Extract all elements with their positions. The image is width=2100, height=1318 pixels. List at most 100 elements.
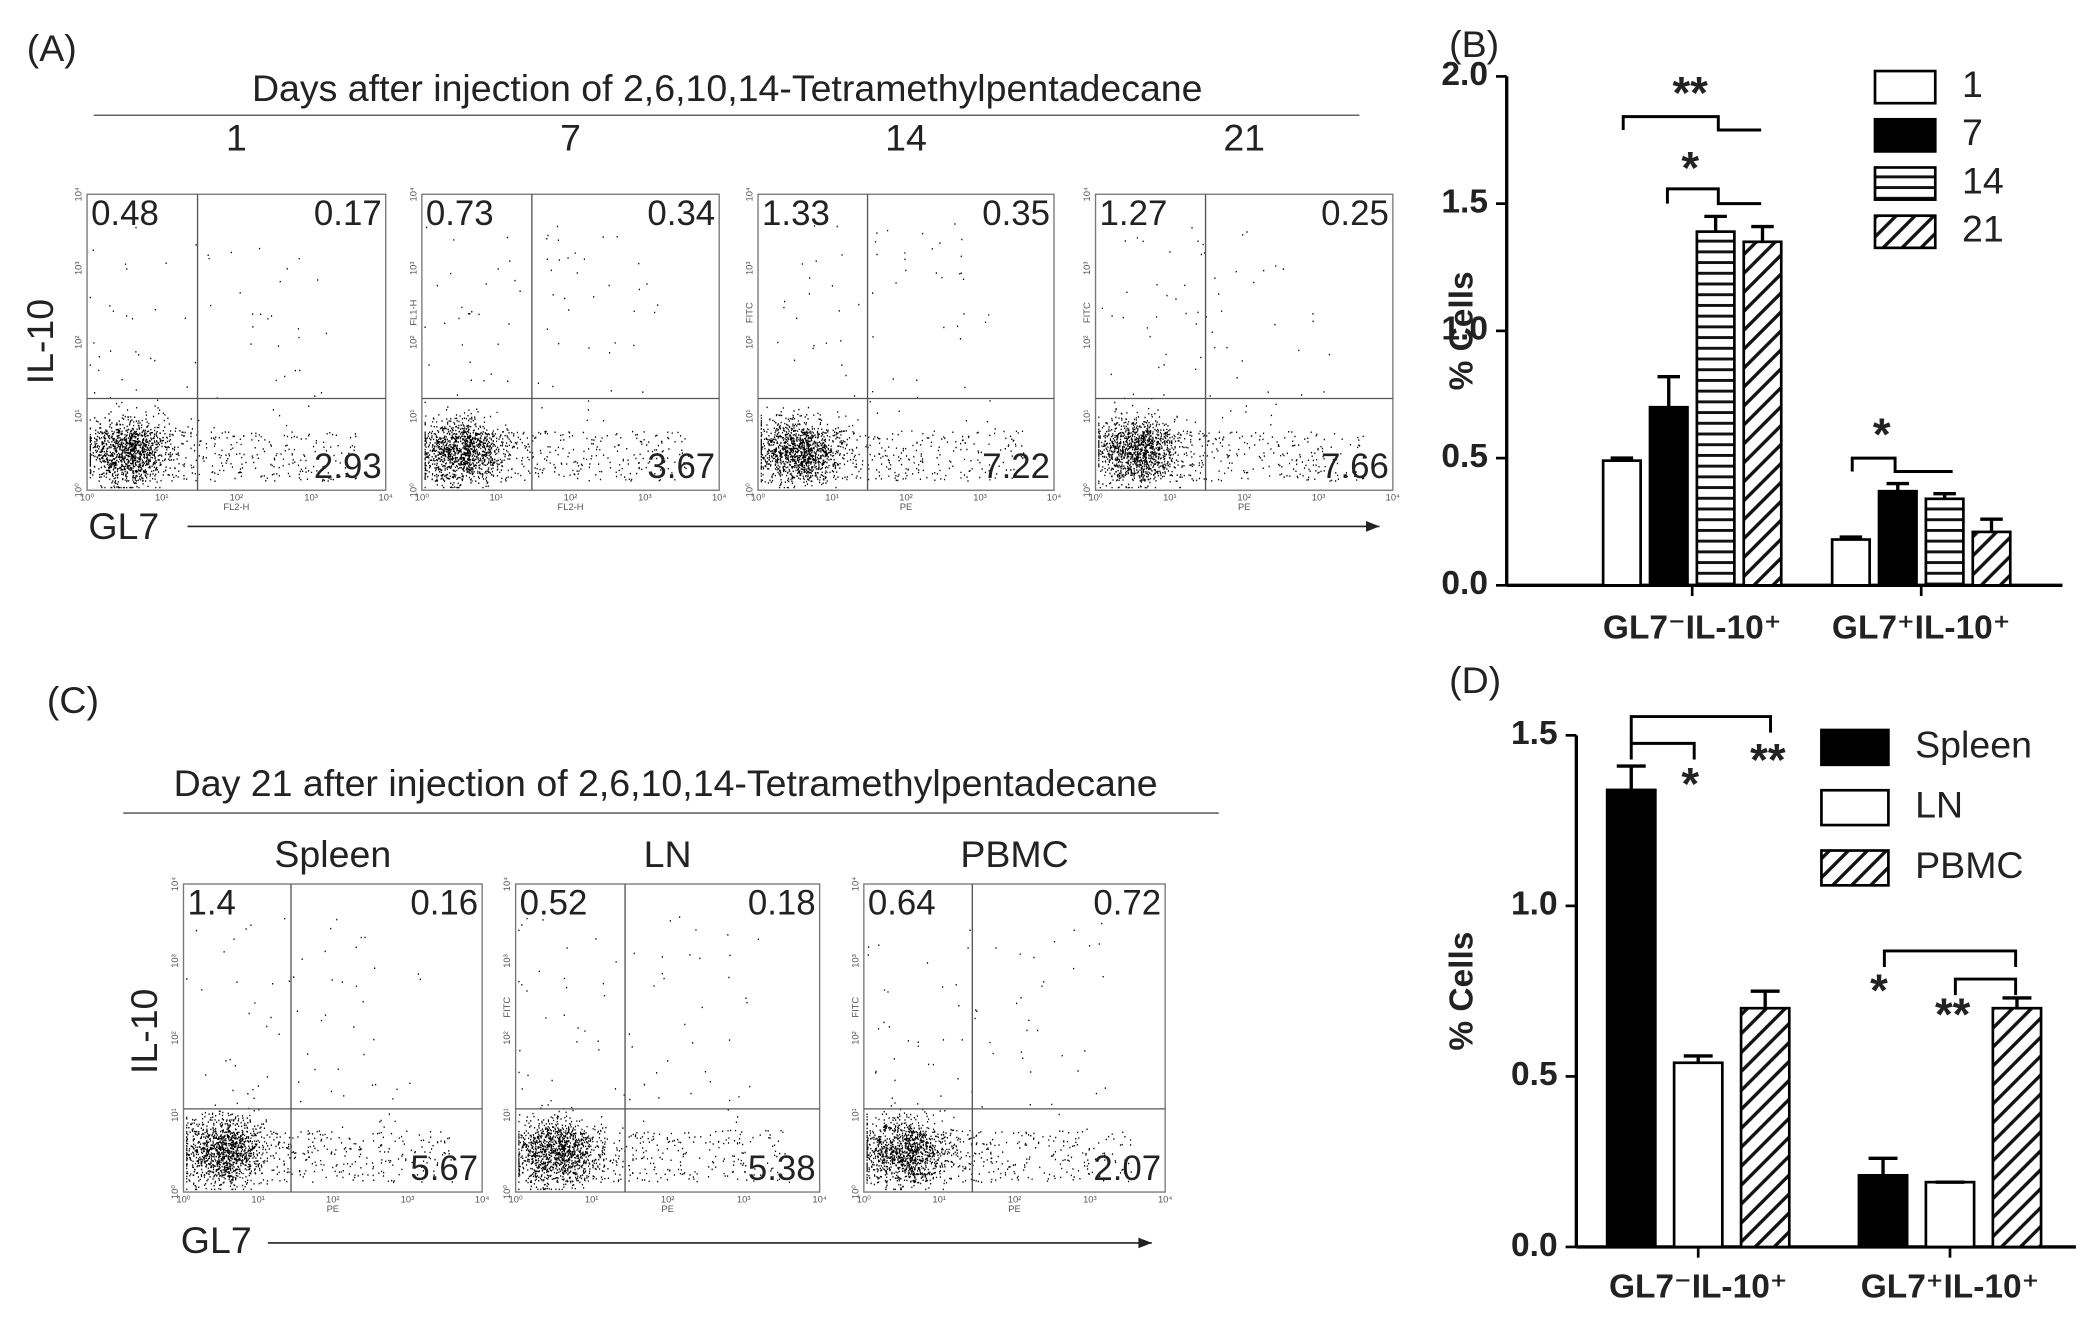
significance-mark: **	[1750, 734, 1786, 785]
error-bar	[1610, 456, 1634, 461]
significance-bracket	[1850, 456, 1953, 473]
events	[866, 922, 1135, 1191]
x-decade-label: 10⁴	[1158, 1195, 1172, 1205]
x-decade-label: 10³	[401, 1195, 415, 1205]
y-decade-label: 10¹	[408, 409, 418, 423]
y-decade-label: 10⁰	[408, 483, 418, 497]
y-decade-label: 10⁰	[502, 1185, 512, 1199]
y-decade-label: 10²	[1082, 335, 1092, 349]
quadrant-value: 0.52	[520, 884, 588, 923]
x-decade-label: 10⁰	[509, 1195, 523, 1205]
legend-swatch	[1820, 788, 1890, 827]
x-tick-label: GL7⁻IL-10⁺	[1603, 609, 1782, 646]
legend-label: PBMC	[1915, 844, 2023, 886]
y-tick-label: 2.0	[1441, 56, 1488, 93]
error-bar	[2002, 996, 2032, 1009]
y-decade-label: 10⁰	[744, 483, 754, 497]
quadrant-value: 1.4	[188, 884, 236, 923]
y-decade-label: 10¹	[73, 409, 83, 423]
x-decade-label: 10⁴	[1047, 493, 1061, 503]
events	[186, 917, 453, 1191]
plot-frame	[1094, 193, 1394, 491]
y-axis-label: % Cells	[1444, 932, 1481, 1051]
quadrant-value: 0.16	[410, 884, 478, 923]
plot-frame	[421, 193, 720, 491]
significance-bracket	[1621, 115, 1762, 132]
quadrant-value: 7.22	[982, 447, 1050, 486]
x-decade-label: 10¹	[251, 1195, 265, 1205]
x-decade-label: 10²	[899, 493, 913, 503]
x-channel-name: PE	[1008, 1204, 1020, 1214]
x-decade-label: 10⁰	[857, 1195, 871, 1205]
x-decade-label: 10³	[304, 493, 318, 503]
y-tick-label: 0.5	[1441, 438, 1488, 475]
y-decade-label: 10³	[744, 261, 754, 275]
quadrant-value: 0.18	[748, 884, 816, 923]
quadrant-value: 0.17	[314, 194, 382, 233]
quadrant-value: 0.34	[647, 194, 715, 233]
y-tick-label: 1.5	[1511, 715, 1558, 752]
plot-frame	[182, 883, 483, 1193]
y-decade-label: 10³	[1082, 261, 1092, 275]
bar	[1924, 1180, 1976, 1249]
y-decade-label: 10⁴	[408, 187, 418, 201]
x-decade-label: 10³	[1312, 493, 1326, 503]
y-decade-label: 10²	[73, 335, 83, 349]
y-decade-label: 10⁰	[1082, 483, 1092, 497]
error-bar	[1933, 492, 1956, 499]
y-tick-label: 0.0	[1441, 565, 1488, 602]
bar	[1739, 1006, 1791, 1249]
y-tick-label: 1.0	[1511, 886, 1558, 923]
x-decade-label: 10⁰	[751, 493, 765, 503]
column-label: 21	[1223, 117, 1265, 159]
significance-mark: *	[1681, 759, 1699, 810]
y-decade-label: 10³	[850, 954, 860, 968]
x-decade-label: 10²	[326, 1195, 340, 1205]
column-label: LN	[644, 833, 692, 875]
plot-frame	[757, 193, 1055, 491]
y-decade-label: 10²	[502, 1031, 512, 1045]
quadrant-value: 0.35	[982, 194, 1050, 233]
quadrant-value: 0.72	[1093, 884, 1161, 923]
bar	[1695, 230, 1736, 587]
significance-bracket	[1629, 715, 1773, 744]
y-decade-label: 10²	[170, 1031, 180, 1045]
x-channel-name: FL2-H	[223, 502, 249, 512]
events	[1098, 227, 1365, 489]
significance-mark: **	[1672, 68, 1708, 119]
legend-swatch	[1820, 728, 1890, 767]
bar	[1991, 1006, 2043, 1249]
bar	[1672, 1061, 1724, 1249]
x-decade-label: 10³	[973, 493, 987, 503]
y-decade-label: 10⁴	[73, 187, 83, 201]
x-decade-label: 10⁰	[80, 493, 94, 503]
x-decade-label: 10⁴	[812, 1195, 826, 1205]
quadrant-value: 0.64	[868, 884, 936, 923]
quadrant-value: 2.93	[314, 447, 382, 486]
error-bar	[1750, 989, 1780, 1009]
quadrant-value: 0.25	[1321, 194, 1389, 233]
panel-label: (C)	[47, 679, 99, 721]
y-decade-label: 10⁴	[850, 877, 860, 891]
x-decade-label: 10²	[230, 493, 244, 503]
legend-label: 1	[1962, 63, 1983, 105]
legend-label: 14	[1962, 159, 2004, 201]
y-decade-label: 10¹	[502, 1108, 512, 1122]
bar	[1971, 530, 2012, 587]
significance-mark: **	[1935, 989, 1971, 1040]
bar	[1877, 489, 1918, 587]
x-decade-label: 10⁴	[378, 493, 392, 503]
x-axis-label: GL7	[181, 1219, 252, 1261]
events	[424, 225, 690, 489]
quadrant-value: 0.73	[426, 194, 494, 233]
x-tick-label: GL7⁺IL-10⁺	[1832, 609, 2011, 646]
y-decade-label: 10⁴	[744, 187, 754, 201]
x-tick-label: GL7⁺IL-10⁺	[1861, 1268, 2040, 1305]
significance-mark: *	[1870, 965, 1888, 1016]
y-decade-label: 10¹	[170, 1108, 180, 1122]
bar	[1924, 497, 1965, 587]
quadrant-value: 7.66	[1321, 447, 1389, 486]
significance-mark: *	[1681, 143, 1699, 194]
x-decade-label: 10⁰	[1088, 493, 1102, 503]
y-decade-label: 10²	[744, 335, 754, 349]
